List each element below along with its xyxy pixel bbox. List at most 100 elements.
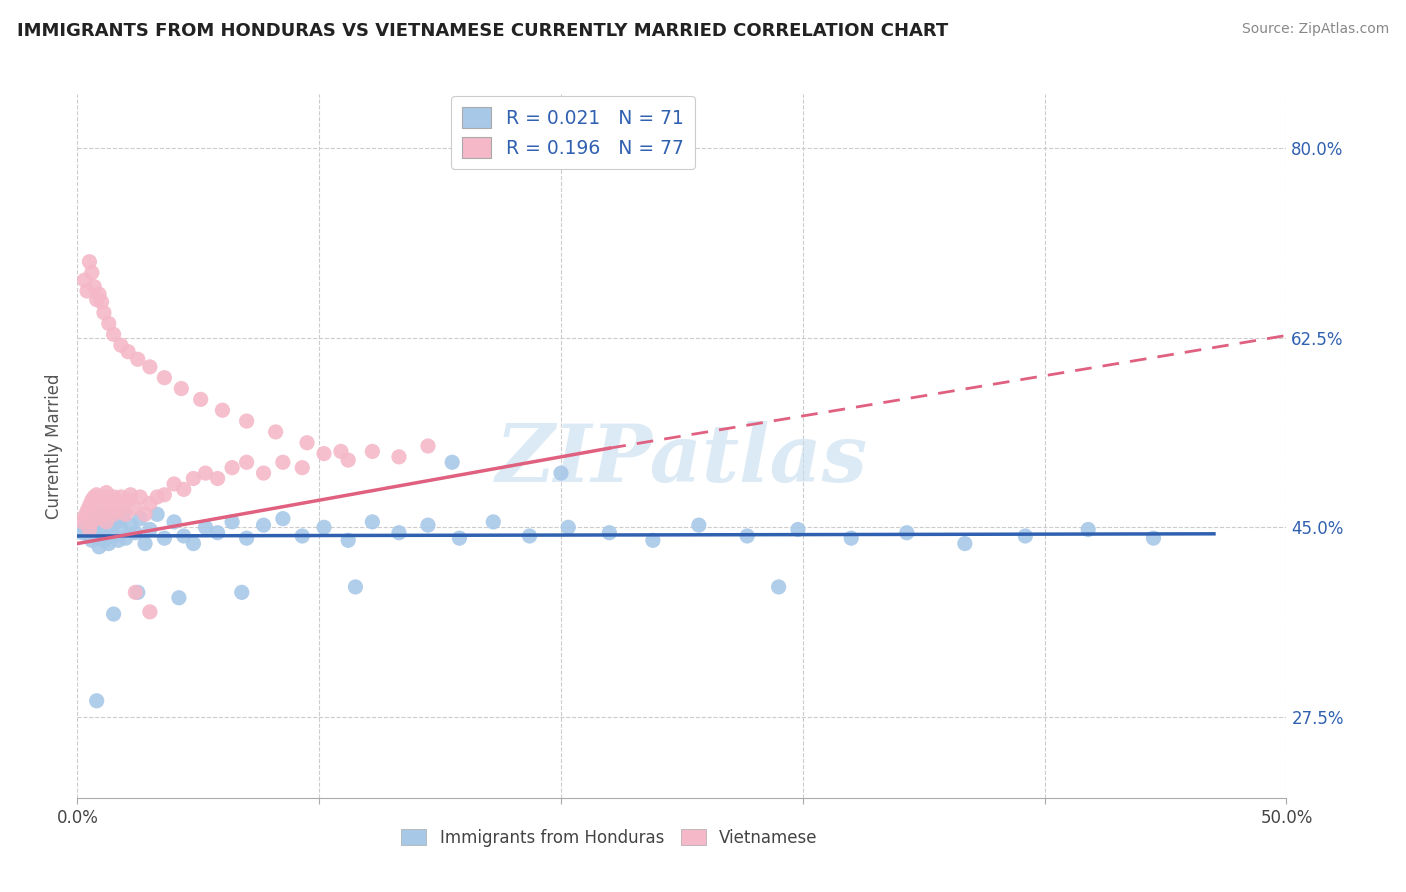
Point <box>120 488 142 502</box>
Point <box>79 529 101 543</box>
Point <box>97 493 120 508</box>
Point <box>105 496 128 510</box>
Point <box>100 500 122 515</box>
Point <box>163 477 186 491</box>
Point <box>86 509 108 524</box>
Point <box>103 508 125 522</box>
Point <box>80 515 103 529</box>
Point <box>139 359 162 374</box>
Point <box>80 533 103 548</box>
Point <box>103 529 125 543</box>
Point <box>117 493 139 508</box>
Point <box>90 508 112 522</box>
Point <box>76 284 98 298</box>
Point <box>153 488 176 502</box>
Text: IMMIGRANTS FROM HONDURAS VS VIETNAMESE CURRENTLY MARRIED CORRELATION CHART: IMMIGRANTS FROM HONDURAS VS VIETNAMESE C… <box>17 22 948 40</box>
Point <box>388 450 411 464</box>
Point <box>120 518 142 533</box>
Point <box>641 533 664 548</box>
Point <box>112 499 135 513</box>
Point <box>70 515 93 529</box>
Point <box>134 508 156 522</box>
Point <box>221 515 243 529</box>
Point <box>87 287 110 301</box>
Point <box>114 508 136 522</box>
Point <box>93 508 115 522</box>
Point <box>129 511 152 525</box>
Point <box>129 490 152 504</box>
Point <box>93 306 115 320</box>
Point <box>252 518 274 533</box>
Point <box>96 515 118 529</box>
Point <box>93 490 115 504</box>
Point <box>312 447 335 461</box>
Point <box>124 500 146 515</box>
Point <box>170 382 193 396</box>
Point <box>86 293 108 307</box>
Point <box>80 266 103 280</box>
Point <box>416 439 439 453</box>
Point <box>83 515 105 529</box>
Point <box>449 531 471 545</box>
Point <box>167 591 190 605</box>
Point <box>550 466 572 480</box>
Point <box>231 585 253 599</box>
Point <box>361 444 384 458</box>
Point <box>96 523 118 537</box>
Point <box>519 529 541 543</box>
Point <box>271 455 294 469</box>
Point <box>235 531 257 545</box>
Point <box>87 496 110 510</box>
Point <box>127 585 149 599</box>
Point <box>79 523 101 537</box>
Point <box>139 523 162 537</box>
Point <box>76 523 98 537</box>
Point <box>112 508 135 522</box>
Y-axis label: Currently Married: Currently Married <box>45 373 63 519</box>
Point <box>110 520 132 534</box>
Point <box>312 520 335 534</box>
Point <box>86 694 108 708</box>
Point <box>337 453 360 467</box>
Point <box>264 425 287 439</box>
Point <box>139 496 162 510</box>
Point <box>839 531 862 545</box>
Point <box>107 504 129 518</box>
Point <box>482 515 505 529</box>
Point <box>110 490 132 504</box>
Point <box>96 485 118 500</box>
Point <box>76 504 98 518</box>
Point <box>83 490 105 504</box>
Point <box>598 525 620 540</box>
Point <box>337 533 360 548</box>
Point <box>190 392 212 407</box>
Point <box>90 509 112 524</box>
Point <box>70 525 93 540</box>
Point <box>291 460 314 475</box>
Point <box>388 525 411 540</box>
Point <box>124 585 146 599</box>
Point <box>221 460 243 475</box>
Point <box>735 529 758 543</box>
Point <box>146 508 169 522</box>
Point <box>211 403 233 417</box>
Point <box>90 526 112 541</box>
Point <box>194 520 217 534</box>
Point <box>896 525 918 540</box>
Point <box>1142 531 1164 545</box>
Point <box>105 515 128 529</box>
Point <box>97 317 120 331</box>
Point <box>73 520 96 534</box>
Point <box>194 466 217 480</box>
Point <box>183 471 205 485</box>
Point <box>291 529 314 543</box>
Point <box>107 533 129 548</box>
Point <box>124 525 146 540</box>
Point <box>79 499 101 513</box>
Point <box>103 327 125 342</box>
Point <box>90 294 112 309</box>
Legend: Immigrants from Honduras, Vietnamese: Immigrants from Honduras, Vietnamese <box>395 822 824 854</box>
Point <box>87 540 110 554</box>
Point <box>83 279 105 293</box>
Point <box>90 493 112 508</box>
